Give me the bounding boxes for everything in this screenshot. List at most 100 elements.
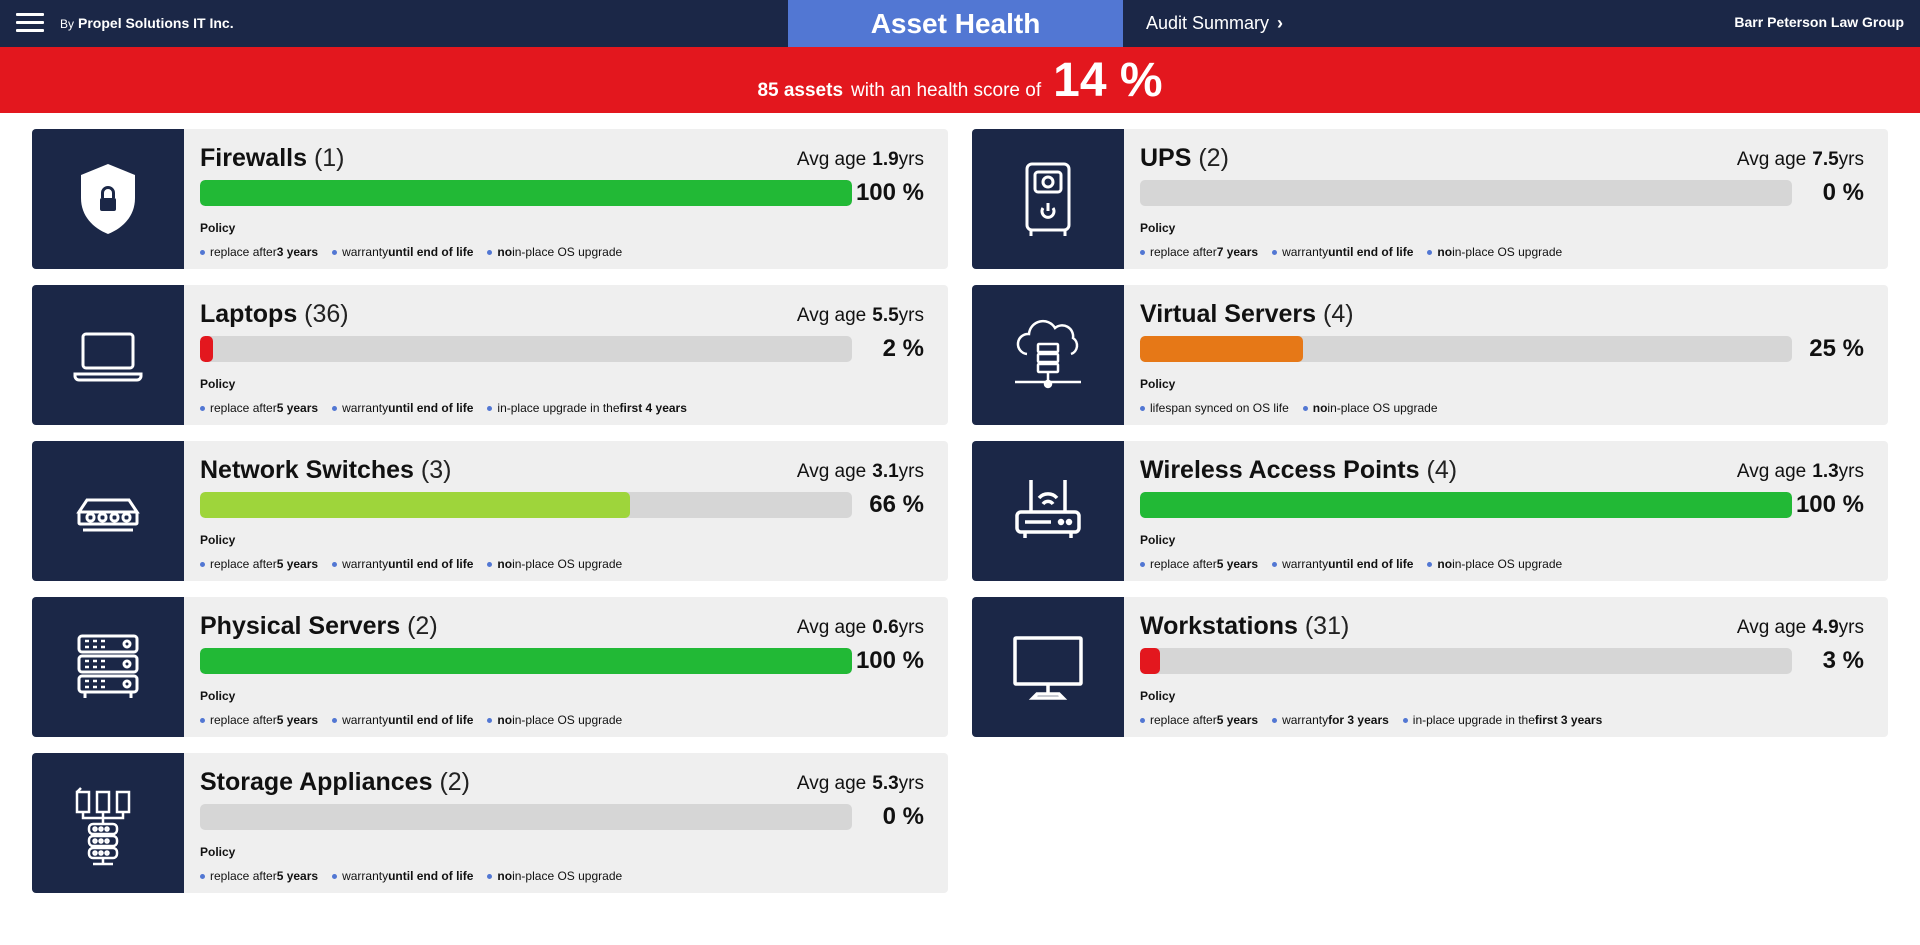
asset-title: UPS (2) <box>1140 144 1229 173</box>
bullet-icon <box>487 561 493 567</box>
asset-title: Storage Appliances (2) <box>200 768 470 797</box>
policy-list: replace after 7 years warranty until end … <box>1140 245 1576 259</box>
policy-list: replace after 5 years warranty until end … <box>200 713 636 727</box>
health-bar <box>200 804 852 830</box>
asset-count: (3) <box>420 456 452 484</box>
bullet-icon <box>200 405 205 411</box>
policy-label: Policy <box>200 533 236 547</box>
avg-age-label: Avg age <box>796 305 867 326</box>
bullet-icon <box>1302 405 1308 411</box>
health-percent: 25 % <box>1809 335 1864 362</box>
avg-age-value: 0.6 <box>872 617 899 638</box>
health-percent: 100 % <box>855 647 924 674</box>
avg-age-label: Avg age <box>796 617 867 638</box>
asset-count: (2) <box>439 768 470 796</box>
policy-list: replace after 5 years warranty until end … <box>200 869 636 883</box>
asset-card-wireless-access-points[interactable]: Wireless Access Points (4) Avg age 1.3yrs 1… <box>972 441 1888 581</box>
bullet-icon <box>1272 561 1278 567</box>
hamburger-menu-icon[interactable] <box>16 13 44 33</box>
asset-card-physical-servers[interactable]: Physical Servers (2) Avg age 0.6yrs 100 % Po… <box>32 597 948 737</box>
asset-title: Virtual Servers (4) <box>1140 300 1354 329</box>
avg-age-label: Avg age <box>1736 149 1807 170</box>
health-bar-fill <box>200 180 852 206</box>
bullet-icon <box>1427 561 1433 567</box>
asset-card-workstations[interactable]: Workstations (31) Avg age 4.9yrs 3 % Policy r… <box>972 597 1888 737</box>
shield-lock-icon <box>32 129 184 269</box>
asset-count: (2) <box>407 612 438 640</box>
policy-item: warranty for 3 years <box>1272 713 1389 727</box>
avg-age-value: 5.3 <box>872 773 899 794</box>
policy-label: Policy <box>200 689 236 703</box>
health-percent: 66 % <box>869 491 924 518</box>
policy-item: replace after 7 years <box>1140 245 1258 259</box>
asset-name: Storage Appliances <box>200 768 433 796</box>
asset-card-storage-appliances[interactable]: Storage Appliances (2) Avg age 5.3yrs 0 % Po… <box>32 753 948 893</box>
policy-item: no in-place OS upgrade <box>487 713 622 727</box>
policy-item: replace after 5 years <box>200 869 318 883</box>
wireless-router-icon <box>972 441 1124 581</box>
avg-age-value: 1.3 <box>1812 461 1839 482</box>
asset-card-virtual-servers[interactable]: Virtual Servers (4) 25 % Policy lifespan sy… <box>972 285 1888 425</box>
health-percent: 0 % <box>882 803 924 830</box>
network-switch-icon <box>32 441 184 581</box>
policy-label: Policy <box>1140 689 1176 703</box>
policy-list: replace after 5 years warranty until end … <box>1140 557 1576 571</box>
health-bar-fill <box>1140 648 1160 674</box>
tab-audit-summary[interactable]: Audit Summary › <box>1146 0 1283 47</box>
brand: By Propel Solutions IT Inc. <box>60 15 234 31</box>
bullet-icon <box>1272 249 1278 255</box>
health-percent: 3 % <box>1822 647 1864 674</box>
asset-card-firewalls[interactable]: Firewalls (1) Avg age 1.9yrs 100 % Policy rep… <box>32 129 948 269</box>
asset-card-network-switches[interactable]: Network Switches (3) Avg age 3.1yrs 66 % Pol… <box>32 441 948 581</box>
asset-name: Wireless Access Points <box>1140 456 1420 484</box>
health-percent: 0 % <box>1822 179 1864 206</box>
bullet-icon <box>1140 717 1145 723</box>
asset-count: (36) <box>304 300 349 328</box>
bullet-icon <box>1272 717 1278 723</box>
health-bar-fill <box>1140 492 1792 518</box>
asset-name: Laptops <box>200 300 298 328</box>
policy-item: replace after 3 years <box>200 245 318 259</box>
policy-item: lifespan synced on OS life <box>1140 401 1289 415</box>
asset-name: Workstations <box>1140 612 1298 640</box>
bullet-icon <box>332 561 338 567</box>
policy-item: no in-place OS upgrade <box>487 557 622 571</box>
health-percent: 2 % <box>882 335 924 362</box>
policy-item: replace after 5 years <box>1140 557 1258 571</box>
bullet-icon <box>1140 249 1145 255</box>
asset-card-laptops[interactable]: Laptops (36) Avg age 5.5yrs 2 % Policy replac… <box>32 285 948 425</box>
banner-text: with an health score of <box>851 80 1042 101</box>
policy-label: Policy <box>200 221 236 235</box>
policy-item: no in-place OS upgrade <box>1427 557 1562 571</box>
policy-item: in-place upgrade in the first 3 years <box>1402 713 1602 727</box>
avg-age-value: 4.9 <box>1812 617 1839 638</box>
health-bar <box>200 492 852 518</box>
avg-age-value: 3.1 <box>872 461 899 482</box>
avg-age-unit: yrs <box>1838 617 1864 638</box>
health-bar <box>1140 180 1792 206</box>
policy-label: Policy <box>1140 533 1176 547</box>
bullet-icon <box>487 873 493 879</box>
health-bar <box>1140 336 1792 362</box>
asset-count: (1) <box>313 144 345 172</box>
avg-age-value: 1.9 <box>872 149 899 170</box>
policy-item: no in-place OS upgrade <box>1427 245 1562 259</box>
health-bar <box>1140 492 1792 518</box>
asset-count: 85 assets <box>757 80 844 101</box>
avg-age-label: Avg age <box>796 149 867 170</box>
policy-item: warranty until end of life <box>1272 245 1413 259</box>
policy-label: Policy <box>1140 377 1176 391</box>
asset-name: Network Switches <box>200 456 414 484</box>
bullet-icon <box>1402 717 1408 723</box>
policy-item: no in-place OS upgrade <box>487 245 622 259</box>
ups-icon <box>972 129 1124 269</box>
laptop-icon <box>32 285 184 425</box>
health-bar-fill <box>200 492 631 518</box>
tab-asset-health[interactable]: Asset Health <box>788 0 1123 47</box>
bullet-icon <box>1427 249 1433 255</box>
health-bar-fill <box>200 336 214 362</box>
top-bar: By Propel Solutions IT Inc. Asset Health … <box>0 0 1920 47</box>
policy-item: replace after 5 years <box>1140 713 1258 727</box>
asset-card-ups[interactable]: UPS (2) Avg age 7.5yrs 0 % Policy replace aft… <box>972 129 1888 269</box>
avg-age: Avg age 4.9yrs <box>1737 617 1864 639</box>
